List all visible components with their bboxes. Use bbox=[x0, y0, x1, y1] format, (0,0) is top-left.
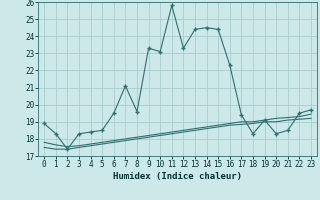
X-axis label: Humidex (Indice chaleur): Humidex (Indice chaleur) bbox=[113, 172, 242, 181]
